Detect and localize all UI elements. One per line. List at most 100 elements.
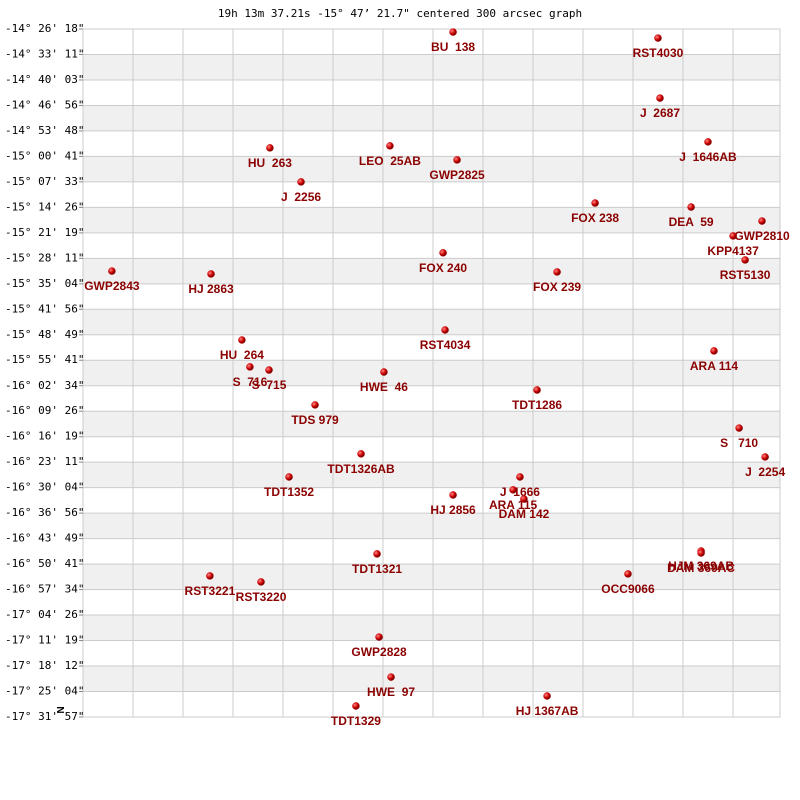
star xyxy=(238,336,246,344)
star-label: J 1646AB xyxy=(679,150,737,164)
star-label: RST4030 xyxy=(633,46,684,60)
y-tick-label: -16° 09' 26" xyxy=(5,404,84,417)
grid: -14° 26' 18" -14° 33' 11" -14° 40' 03" -14°… xyxy=(5,22,781,723)
star-label: FOX 240 xyxy=(419,261,467,275)
star-label: OCC9066 xyxy=(601,582,655,596)
star-label: HU 263 xyxy=(248,156,292,170)
star xyxy=(624,570,632,578)
north-label: N xyxy=(54,706,65,713)
star-label: DAM 142 xyxy=(499,507,550,521)
y-tick-label: -16° 16' 19" xyxy=(5,430,84,443)
star xyxy=(373,550,381,558)
y-tick-label: -16° 02' 34" xyxy=(5,379,84,392)
star-label: DAM 369AC xyxy=(667,561,735,575)
band xyxy=(83,615,780,641)
star xyxy=(656,94,664,102)
band xyxy=(83,309,780,335)
star xyxy=(285,473,293,481)
star xyxy=(266,144,274,152)
star xyxy=(357,450,365,458)
star xyxy=(533,386,541,394)
star-label: TDT1329 xyxy=(331,714,381,728)
y-tick-label: -14° 46' 56" xyxy=(5,98,84,111)
star xyxy=(352,702,360,710)
star xyxy=(697,549,705,557)
star-label: GWP2825 xyxy=(429,168,485,182)
star-label: RST5130 xyxy=(720,268,771,282)
star-label: DEA 59 xyxy=(669,215,714,229)
star-label: FOX 239 xyxy=(533,280,581,294)
y-tick-label: -15° 48' 49" xyxy=(5,328,84,341)
star-label: TDS 979 xyxy=(291,413,339,427)
star-label: RST4034 xyxy=(420,338,471,352)
star-label: RST3221 xyxy=(185,584,236,598)
star xyxy=(441,326,449,334)
star xyxy=(758,217,766,225)
band xyxy=(83,666,780,692)
y-tick-label: -16° 23' 11" xyxy=(5,455,84,468)
star xyxy=(375,633,383,641)
band xyxy=(83,156,780,182)
star-label: S 716 xyxy=(233,375,268,389)
bands xyxy=(83,54,780,692)
star xyxy=(257,578,265,586)
star-label: BU 138 xyxy=(431,40,475,54)
star xyxy=(516,473,524,481)
star-label: J 2687 xyxy=(640,106,680,120)
y-tick-label: -14° 53' 48" xyxy=(5,124,84,137)
star xyxy=(553,268,561,276)
star-label: J 1666 xyxy=(500,485,540,499)
y-tick-label: -15° 35' 04" xyxy=(5,277,84,290)
star xyxy=(297,178,305,186)
y-tick-label: -16° 30' 04" xyxy=(5,481,84,494)
band xyxy=(83,54,780,80)
star xyxy=(449,491,457,499)
star xyxy=(704,138,712,146)
band xyxy=(83,105,780,131)
band xyxy=(83,411,780,437)
y-tick-label: -17° 04' 26" xyxy=(5,608,84,621)
y-tick-label: -15° 55' 41" xyxy=(5,353,84,366)
band xyxy=(83,258,780,284)
star-label: TDT1286 xyxy=(512,398,562,412)
y-tick-label: -15° 41' 56" xyxy=(5,302,84,315)
y-tick-label: -17° 18' 12" xyxy=(5,659,84,672)
star xyxy=(206,572,214,580)
star-label: HWE 97 xyxy=(367,685,415,699)
y-tick-label: -16° 50' 41" xyxy=(5,557,84,570)
star xyxy=(761,453,769,461)
band xyxy=(83,462,780,488)
star-label: S 710 xyxy=(720,436,758,450)
star xyxy=(687,203,695,211)
star-label: RST3220 xyxy=(236,590,287,604)
star xyxy=(591,199,599,207)
star xyxy=(654,34,662,42)
y-tick-label: -17° 11' 19" xyxy=(5,634,84,647)
star-label: HJ 2863 xyxy=(188,282,234,296)
y-tick-label: -15° 28' 11" xyxy=(5,251,84,264)
marks: BU 138 RST4030 J 2687 J 1646AB LEO 25AB HU 26… xyxy=(84,28,790,728)
band xyxy=(83,564,780,590)
star-label: TDT1326AB xyxy=(327,462,395,476)
star xyxy=(311,401,319,409)
star xyxy=(453,156,461,164)
star-label: GWP2828 xyxy=(351,645,407,659)
star xyxy=(108,267,116,275)
star-label: LEO 25AB xyxy=(359,154,421,168)
star-label: KPP4137 xyxy=(707,244,759,258)
star-label: FOX 238 xyxy=(571,211,619,225)
star xyxy=(380,368,388,376)
y-tick-label: -15° 21' 19" xyxy=(5,226,84,239)
star xyxy=(439,249,447,257)
star xyxy=(509,486,517,494)
star-label: HU 264 xyxy=(220,348,264,362)
star-label: J 2256 xyxy=(281,190,321,204)
star-label: J 2254 xyxy=(745,465,785,479)
star xyxy=(207,270,215,278)
band xyxy=(83,513,780,539)
star-label: TDT1352 xyxy=(264,485,314,499)
star-label: S 715 xyxy=(252,378,287,392)
star xyxy=(741,256,749,264)
